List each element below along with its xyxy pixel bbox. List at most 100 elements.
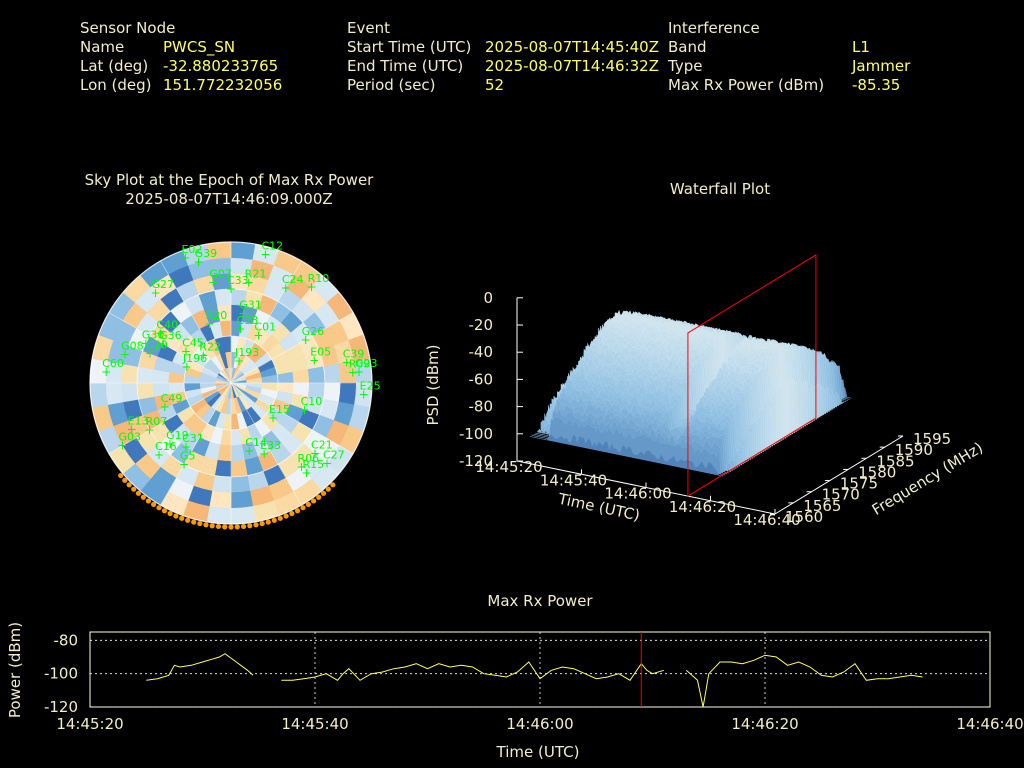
satellite-marker: + bbox=[150, 286, 160, 300]
interference-band-label: Band bbox=[668, 38, 707, 56]
maxrx-y-tick-label: -80 bbox=[54, 631, 79, 649]
satellite-label: R15 bbox=[303, 458, 325, 471]
waterfall-time-tick-label: 14:46:00 bbox=[604, 485, 671, 503]
maxrx-series-line bbox=[281, 661, 664, 681]
interference-point bbox=[222, 524, 228, 530]
event-start-label: Start Time (UTC) bbox=[347, 38, 472, 56]
satellite-label: C14 bbox=[245, 436, 267, 449]
interference-point bbox=[215, 523, 222, 530]
skyplot-title: Sky Plot at the Epoch of Max Rx Power bbox=[84, 171, 374, 189]
satellite-label: E25 bbox=[360, 380, 381, 393]
satellite-marker: + bbox=[235, 322, 245, 336]
satellite-label: C38 bbox=[237, 314, 259, 327]
satellite-marker: + bbox=[342, 356, 352, 370]
satellite-marker: + bbox=[165, 437, 175, 451]
interference-point bbox=[156, 505, 162, 511]
interference-point bbox=[161, 508, 168, 514]
interference-point bbox=[145, 498, 152, 504]
satellite-marker: + bbox=[180, 251, 190, 265]
interference-point bbox=[316, 494, 322, 500]
satellite-marker: + bbox=[181, 440, 191, 454]
interference-point bbox=[228, 524, 234, 530]
satellite-label: C10 bbox=[301, 395, 323, 408]
waterfall-freq-tick-label: 1565 bbox=[803, 497, 841, 515]
interference-point bbox=[289, 510, 295, 517]
interference-power-label: Max Rx Power (dBm) bbox=[668, 76, 825, 94]
maxrx-title: Max Rx Power bbox=[487, 592, 593, 610]
interference-point bbox=[294, 508, 301, 514]
waterfall-freq-tick-label: 1570 bbox=[822, 486, 860, 504]
interference-point bbox=[240, 523, 247, 530]
satellite-marker: + bbox=[205, 317, 215, 331]
satellite-marker: + bbox=[244, 444, 254, 458]
interference-point bbox=[118, 472, 124, 479]
interference-band-value: L1 bbox=[852, 38, 870, 56]
satellite-marker: + bbox=[234, 354, 244, 368]
interference-point bbox=[126, 482, 132, 488]
waterfall-freq-tick-label: 1580 bbox=[858, 463, 896, 481]
satellite-marker: + bbox=[301, 466, 311, 480]
waterfall-freq-tick-label: 1585 bbox=[876, 452, 914, 470]
waterfall-z-tick-label: 0 bbox=[483, 289, 493, 307]
satellite-marker: + bbox=[296, 460, 306, 474]
satellite-marker: + bbox=[268, 411, 278, 425]
sensor-lon-label: Lon (deg) bbox=[80, 76, 152, 94]
interference-point bbox=[271, 517, 277, 523]
interference-point bbox=[283, 513, 289, 519]
maxrx-series-line bbox=[685, 654, 923, 708]
satellite-label: C45 bbox=[182, 337, 204, 350]
interference-point bbox=[253, 522, 259, 528]
satellite-label: C27 bbox=[323, 449, 345, 462]
waterfall-z-tick-label: -80 bbox=[469, 398, 494, 416]
satellite-marker: + bbox=[181, 345, 191, 359]
satellite-label: G30 bbox=[142, 328, 165, 341]
skyplot-spoke bbox=[230, 260, 302, 384]
satellite-label: C16 bbox=[155, 440, 177, 453]
waterfall-freq-tick-label: 1560 bbox=[785, 508, 823, 526]
satellite-marker: + bbox=[259, 447, 269, 461]
satellite-label: C31 bbox=[182, 432, 204, 445]
satellite-label: R06 bbox=[297, 452, 319, 465]
maxrx-x-tick-label: 14:45:40 bbox=[281, 715, 348, 733]
satellite-label: C01 bbox=[254, 321, 276, 334]
satellite-label: C49 bbox=[161, 392, 183, 405]
sensor-lon-value: 151.772232056 bbox=[163, 76, 283, 94]
sensor-name-value: PWCS_SN bbox=[163, 38, 236, 56]
maxrx-series-line bbox=[146, 653, 254, 681]
interference-point bbox=[277, 515, 283, 521]
satellite-label: G26 bbox=[302, 325, 325, 338]
interference-point bbox=[179, 515, 185, 521]
sensor-lat-label: Lat (deg) bbox=[80, 57, 149, 75]
satellite-marker: + bbox=[253, 329, 263, 343]
waterfall-time-tick-label: 14:46:40 bbox=[733, 511, 800, 529]
event-end-label: End Time (UTC) bbox=[347, 57, 464, 75]
interference-point bbox=[140, 494, 146, 500]
sensor-lat-value: -32.880233765 bbox=[163, 57, 279, 75]
satellite-marker: + bbox=[208, 276, 218, 290]
interference-point bbox=[191, 519, 197, 525]
interference-point bbox=[135, 490, 142, 496]
event-end-value: 2025-08-07T14:46:32Z bbox=[485, 57, 659, 75]
satellite-label: C39 bbox=[343, 348, 365, 361]
satellite-label: C24 bbox=[282, 273, 304, 286]
interference-type-label: Type bbox=[668, 57, 703, 75]
satellite-label: E15 bbox=[269, 403, 290, 416]
satellite-marker: + bbox=[145, 347, 155, 361]
skyplot-spoke bbox=[230, 312, 354, 384]
waterfall-epoch-plane bbox=[687, 254, 817, 498]
satellite-label: G23 bbox=[355, 357, 378, 370]
interference-point bbox=[203, 522, 209, 528]
event-period-label: Period (sec) bbox=[347, 76, 436, 94]
interference-point bbox=[122, 477, 128, 483]
satellite-label: G39 bbox=[195, 247, 218, 260]
satellite-marker: + bbox=[160, 400, 170, 414]
skyplot-spoke bbox=[108, 382, 232, 454]
satellite-label: G08 bbox=[121, 340, 144, 353]
satellite-label: E33 bbox=[260, 439, 281, 452]
skyplot-heatmap bbox=[89, 241, 373, 525]
satellite-marker: + bbox=[117, 439, 127, 453]
interference-point bbox=[197, 520, 203, 527]
waterfall-freq-tick-label: 1590 bbox=[895, 441, 933, 459]
